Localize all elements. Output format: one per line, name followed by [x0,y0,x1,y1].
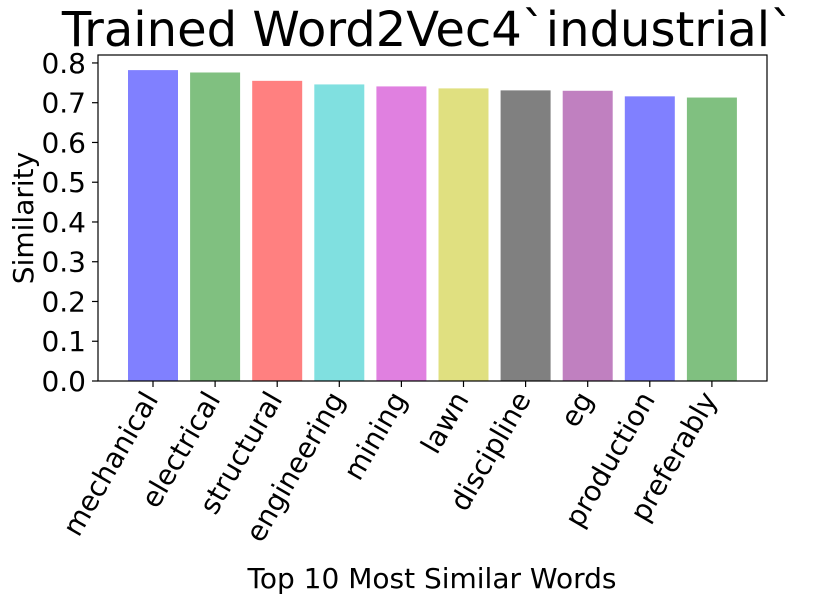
y-tick-label: 0.1 [41,325,86,358]
chart-title: Trained Word2Vec4`industrial` [61,2,794,58]
y-tick-label: 0.3 [41,246,86,279]
y-tick-label: 0.6 [41,126,86,159]
plot-area: mechanicalelectricalstructuralengineerin… [41,47,737,548]
x-axis-label: Top 10 Most Similar Words [247,562,617,595]
y-tick-label: 0.5 [41,166,86,199]
y-tick-label: 0.8 [41,47,86,80]
y-tick-label: 0.7 [41,87,86,120]
y-tick-label: 0.0 [41,365,86,398]
bar-electrical [190,72,241,382]
bar-engineering [314,84,365,382]
y-tick-label: 0.2 [41,285,86,318]
bar-eg [562,90,613,381]
plot-frame [97,54,768,382]
bar-production [624,96,675,381]
bar-preferably [686,97,737,381]
bar-structural [252,80,303,381]
bar-discipline [500,90,551,381]
bar-mining [376,86,427,381]
bar-mechanical [128,70,178,382]
bar-lawn [438,88,489,382]
x-tick-label: eg [554,386,600,433]
x-tick-label: lawn [414,386,475,459]
x-tick-label: mechanical [56,386,165,542]
y-tick-label: 0.4 [41,206,86,239]
y-axis-label: Similarity [7,152,40,284]
